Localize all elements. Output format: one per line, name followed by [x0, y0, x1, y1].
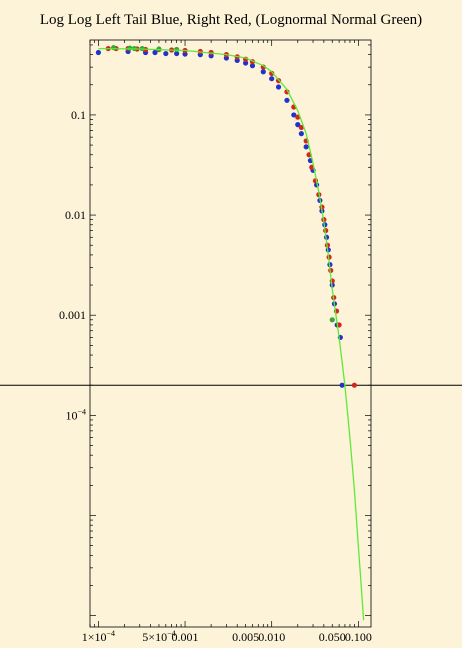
x-tick-label: 0.010: [258, 630, 285, 644]
x-tick-label: 0.005: [232, 630, 259, 644]
data-point: [174, 46, 180, 53]
data-point: [127, 45, 133, 51]
plot-frame: [89, 39, 372, 628]
data-point: [111, 45, 117, 51]
data-point: [329, 317, 335, 323]
y-tick-label: 10−4: [65, 407, 86, 422]
data-point: [298, 131, 304, 137]
data-point: [249, 63, 256, 69]
data-point: [260, 69, 266, 75]
data-point: [295, 122, 301, 128]
data-point: [339, 382, 345, 388]
data-point: [163, 50, 169, 57]
y-tick-label: 0.1: [71, 108, 86, 122]
chart-title: Log Log Left Tail Blue, Right Red, (Logn…: [39, 12, 423, 28]
data-point: [182, 51, 188, 57]
x-tick-label: 0.100: [345, 630, 372, 644]
series-layer: [95, 45, 365, 621]
data-point: [351, 382, 357, 388]
series-line-3: [98, 47, 365, 621]
x-tick-label: 0.050: [319, 630, 346, 644]
data-point: [269, 70, 275, 76]
data-point: [95, 49, 101, 56]
data-point: [152, 49, 158, 56]
x-tick-label: 1×10−4: [82, 629, 115, 644]
data-point: [174, 50, 180, 57]
x-tick-label: 0.001: [172, 630, 199, 644]
data-point: [275, 84, 282, 90]
y-tick-label: 0.01: [65, 208, 86, 222]
data-point: [234, 57, 240, 64]
y-tick-label: 0.001: [59, 308, 86, 322]
data-point: [243, 60, 249, 66]
axis-ticks: [89, 40, 371, 627]
data-point: [291, 112, 297, 118]
data-point: [298, 124, 304, 131]
data-point: [269, 76, 275, 82]
data-point: [303, 144, 309, 150]
data-point: [284, 97, 290, 103]
